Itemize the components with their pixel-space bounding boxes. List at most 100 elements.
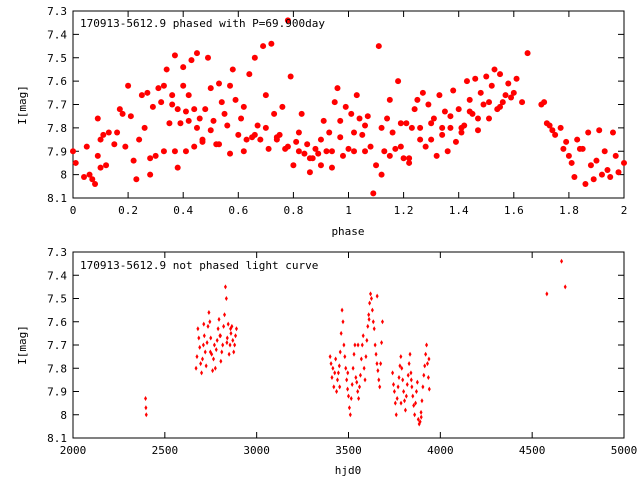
phased-data-point (169, 101, 176, 108)
unphased-data-point (409, 377, 413, 383)
unphased-data-point (363, 377, 367, 383)
phased-data-point (180, 82, 187, 89)
unphased-data-point (212, 342, 216, 348)
unphased-data-point (349, 395, 353, 401)
phased-data-point (116, 106, 123, 113)
unphased-data-point (144, 405, 148, 411)
phased-data-point (552, 131, 559, 138)
unphased-data-point (144, 412, 148, 418)
unphased-data-point (212, 356, 216, 362)
phased-data-point (433, 152, 440, 159)
phased-data-point (414, 96, 421, 103)
phased-data-point (273, 136, 280, 143)
phased-data-point (262, 92, 269, 99)
unphased-data-point (362, 365, 366, 371)
phased-data-point (483, 73, 490, 80)
phased-data-point (419, 89, 426, 96)
unphased-data-point (357, 395, 361, 401)
unphased-data-point (409, 370, 413, 376)
unphased-x-tick-label: 2000 (60, 444, 87, 457)
phased-data-point (240, 103, 247, 110)
phased-data-point (486, 115, 493, 122)
phased-data-point (210, 117, 217, 124)
phased-data-point (362, 148, 369, 155)
phased-data-point (127, 113, 134, 120)
unphased-data-point (422, 372, 426, 378)
unphased-data-point (216, 326, 220, 332)
unphased-y-tick-label: 7.3 (47, 246, 67, 259)
phased-data-point (169, 92, 176, 99)
unphased-x-tick-label: 2500 (152, 444, 179, 457)
unphased-data-point (346, 370, 350, 376)
phased-data-point (403, 120, 410, 127)
phased-data-point (136, 136, 143, 143)
unphased-data-point (208, 319, 212, 325)
phased-data-point (585, 129, 592, 136)
unphased-data-point (405, 382, 409, 388)
unphased-data-point (395, 395, 399, 401)
phased-y-tick-label: 7.5 (47, 52, 67, 65)
unphased-data-point (355, 379, 359, 385)
phased-data-point (546, 122, 553, 129)
unphased-y-tick-label: 8.1 (47, 432, 67, 445)
phased-data-point (94, 115, 101, 122)
phased-data-point (72, 159, 79, 166)
unphased-data-point (425, 342, 429, 348)
phased-data-point (370, 190, 377, 197)
unphased-data-point (344, 365, 348, 371)
unphased-axis-ticks: 2000 2500 3000 3500 4000 4500 5000 7.3 7.4 7.5 7.6… (47, 246, 637, 457)
phased-data-point (155, 85, 162, 92)
unphased-data-point (348, 412, 352, 418)
unphased-data-point (356, 389, 360, 394)
phased-data-point (406, 155, 413, 162)
unphased-data-point (401, 377, 405, 383)
phased-data-point (601, 148, 608, 155)
unphased-data-point (403, 398, 407, 404)
phased-data-point (207, 127, 214, 134)
unphased-data-point (207, 309, 211, 315)
unphased-data-point (380, 340, 384, 346)
phased-y-tick-label: 8 (60, 169, 67, 182)
phased-data-point (304, 141, 311, 148)
phased-data-point (326, 129, 333, 136)
phased-data-point (171, 148, 178, 155)
unphased-data-point (201, 342, 205, 348)
phased-data-point (491, 66, 498, 73)
phased-data-point (441, 108, 448, 115)
phased-data-point (549, 127, 556, 134)
unphased-x-tick-label: 5000 (611, 444, 638, 457)
phased-data-point (612, 152, 619, 159)
unphased-data-point (421, 384, 425, 390)
phased-data-point (163, 66, 170, 73)
phased-data-point (400, 155, 407, 162)
unphased-data-point (206, 323, 210, 329)
unphased-y-tick-label: 7.7 (47, 339, 67, 352)
unphased-data-point (218, 333, 222, 339)
unphased-data-point (222, 323, 226, 329)
unphased-data-point (219, 358, 223, 364)
phased-data-point (103, 162, 110, 169)
phased-data-point (497, 103, 504, 110)
phased-data-point (279, 103, 286, 110)
phased-data-point (397, 120, 404, 127)
unphased-data-point (400, 365, 404, 371)
phased-data-point (293, 138, 300, 145)
phased-x-tick-label: 0.6 (228, 204, 248, 217)
unphased-data-point (380, 319, 384, 325)
phased-data-point (386, 152, 393, 159)
unphased-data-point (337, 363, 341, 369)
phased-data-point (486, 99, 493, 106)
phased-data-point (450, 87, 457, 94)
phased-data-point (276, 131, 283, 138)
unphased-data-point (371, 319, 375, 325)
unphased-data-point (195, 354, 199, 360)
unphased-data-point (214, 347, 218, 353)
phased-data-point (582, 180, 589, 187)
unphased-data-point (360, 342, 364, 348)
unphased-data-point (200, 370, 204, 376)
phased-data-point (353, 92, 360, 99)
phased-data-point (615, 169, 622, 176)
unphased-data-point (414, 389, 418, 394)
unphased-data-point (352, 351, 356, 357)
phased-data-point (571, 173, 578, 180)
